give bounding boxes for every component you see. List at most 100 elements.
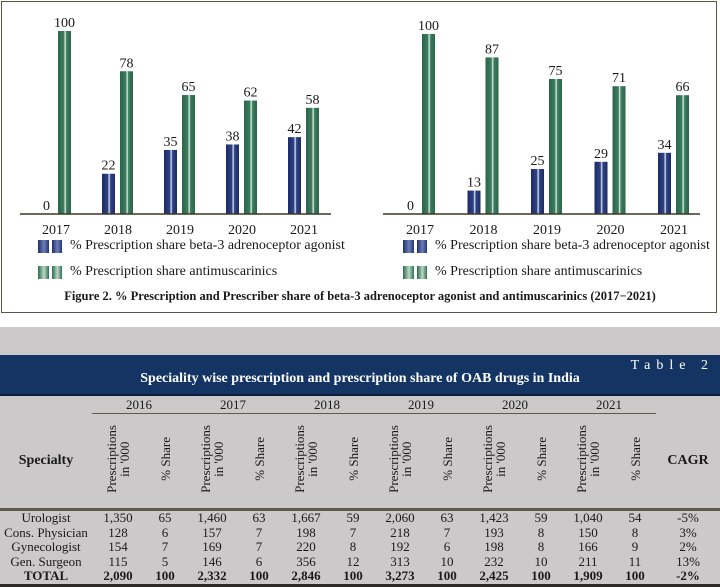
table-title: Speciality wise prescription and prescri… xyxy=(140,371,580,386)
prescriptions-cell: 192 xyxy=(390,539,410,555)
share-cell: 5 xyxy=(161,553,169,569)
share-cell: 10 xyxy=(440,553,454,569)
blank-header xyxy=(656,396,720,414)
x-tick-label: 2017 xyxy=(42,223,70,238)
share-cell: 65 xyxy=(158,510,172,526)
data-label: 42 xyxy=(288,122,302,137)
prescription-share-chart: 0 100 2017 22 78 2018 35 65 2019 38 62 2020 42 58 2021 xyxy=(20,16,331,238)
bar-beta3-2020 xyxy=(594,161,608,214)
prescriptions-cell: 211 xyxy=(578,553,598,569)
share-cell: 100 xyxy=(332,569,374,587)
x-tick-label: 2020 xyxy=(228,223,256,238)
data-label: 0 xyxy=(407,199,414,214)
data-label: 71 xyxy=(612,71,626,86)
prescriptions-cell: 356 xyxy=(296,553,316,569)
cagr-header: CAGR xyxy=(656,413,720,511)
cagr-cell: -5% xyxy=(677,510,699,526)
share-cell: 7 xyxy=(443,524,451,540)
share-cell: 100 xyxy=(520,569,562,587)
prescriptions-cell: 166 xyxy=(578,539,598,555)
prescriptions-cell: 198 xyxy=(484,539,504,555)
legend-label: % Prescription share beta-3 adrenoceptor… xyxy=(435,238,710,253)
bar-beta3-2019 xyxy=(164,149,177,214)
year-header: 2019 xyxy=(374,396,468,414)
prescriptions-header: Prescriptions in '000 xyxy=(468,413,520,511)
legend-left: % Prescription share beta-3 adrenoceptor… xyxy=(38,235,345,287)
share-cell: 100 xyxy=(426,569,468,587)
data-label: 87 xyxy=(485,42,499,57)
prescriptions-cell: 1,040 xyxy=(573,510,603,526)
prescriptions-cell: 150 xyxy=(578,524,598,540)
x-tick-label: 2017 xyxy=(406,223,434,238)
share-cell: 7 xyxy=(161,539,169,555)
prescriptions-cell: 146 xyxy=(202,553,222,569)
data-label: 66 xyxy=(676,80,690,95)
table-row: TOTAL 2,090 100 2,332 100 2,846 100 3,273 100 2,4… xyxy=(0,569,720,587)
prescriptions-cell: 218 xyxy=(390,524,410,540)
share-header: % Share xyxy=(614,413,656,511)
prescriptions-cell: 193 xyxy=(484,524,504,540)
share-cell: 7 xyxy=(255,524,263,540)
bar-antimuscarinics-2021 xyxy=(306,107,319,214)
prescriptions-cell: 1,350 xyxy=(103,510,133,526)
x-tick-label: 2021 xyxy=(660,223,688,238)
specialty-table: 2016 2017 2018 2019 2020 2021 Specialty Presc… xyxy=(0,396,720,587)
prescriptions-cell: 2,060 xyxy=(385,510,415,526)
prescriptions-cell: 2,846 xyxy=(280,569,332,587)
share-cell: 63 xyxy=(252,510,266,526)
bar-beta3-2021 xyxy=(658,152,671,214)
table-row: Urologist 1,350 65 1,460 63 1,667 59 2,060 63 1,4… xyxy=(0,510,720,526)
share-cell: 59 xyxy=(534,510,548,526)
share-cell: 6 xyxy=(255,553,263,569)
prescriptions-cell: 1,909 xyxy=(562,569,614,587)
column-header-row: Specialty Prescriptions in '000% Share Pre… xyxy=(0,413,720,511)
specialty-cell: Urologist xyxy=(21,510,71,526)
share-cell: 63 xyxy=(440,510,454,526)
bar-antimuscarinics-2018 xyxy=(120,71,133,214)
data-label: 38 xyxy=(226,129,240,144)
share-cell: 7 xyxy=(349,524,357,540)
prescriptions-header: Prescriptions in '000 xyxy=(186,413,238,511)
cagr-cell: 3% xyxy=(679,524,697,540)
legend-item-beta3: % Prescription share beta-3 adrenoceptor… xyxy=(38,235,345,257)
share-cell: 10 xyxy=(534,553,548,569)
table-row: Gen. Surgeon 115 5 146 6 356 12 313 10 232 10 211 11… xyxy=(0,553,720,570)
year-header-row: 2016 2017 2018 2019 2020 2021 xyxy=(0,396,720,414)
x-tick-label: 2021 xyxy=(290,223,318,238)
year-header: 2016 xyxy=(92,396,186,414)
prescriptions-cell: 232 xyxy=(484,553,504,569)
share-cell: 8 xyxy=(537,539,545,555)
bar-beta3-2020 xyxy=(226,144,239,214)
share-header: % Share xyxy=(426,413,468,511)
year-header: 2018 xyxy=(280,396,374,414)
legend-swatch-antimuscarinics xyxy=(403,265,427,279)
data-label: 58 xyxy=(306,93,320,108)
share-header: % Share xyxy=(520,413,562,511)
bar-antimuscarinics-2020 xyxy=(244,100,257,214)
share-cell: 12 xyxy=(346,553,360,569)
prescriptions-cell: 115 xyxy=(108,553,128,569)
legend-label: % Prescription share antimuscarinics xyxy=(70,264,278,279)
prescriptions-cell: 1,423 xyxy=(479,510,509,526)
table-panel: Table 2 Speciality wise prescription and… xyxy=(0,327,720,587)
prescriptions-header: Prescriptions in '000 xyxy=(92,413,144,511)
year-header: 2017 xyxy=(186,396,280,414)
data-label: 65 xyxy=(182,80,196,95)
data-label: 0 xyxy=(43,199,50,214)
legend-right: % Prescription share beta-3 adrenoceptor… xyxy=(403,235,710,287)
prescriptions-header: Prescriptions in '000 xyxy=(374,413,426,511)
prescriptions-cell: 2,090 xyxy=(92,569,144,587)
share-cell: 8 xyxy=(349,539,357,555)
bar-antimuscarinics-2017 xyxy=(422,34,435,214)
bar-antimuscarinics-2021 xyxy=(676,95,689,214)
data-label: 75 xyxy=(549,64,563,79)
data-label: 78 xyxy=(120,56,134,71)
specialty-cell: Gen. Surgeon xyxy=(10,553,82,569)
data-label: 34 xyxy=(658,138,672,153)
bar-antimuscarinics-2017 xyxy=(58,31,71,214)
legend-item-antimuscarinics: % Prescription share antimuscarinics xyxy=(38,261,345,283)
bar-antimuscarinics-2018 xyxy=(485,57,499,215)
x-tick-label: 2018 xyxy=(470,223,498,238)
data-label: 100 xyxy=(418,19,439,34)
bar-beta3-2018 xyxy=(467,190,481,214)
